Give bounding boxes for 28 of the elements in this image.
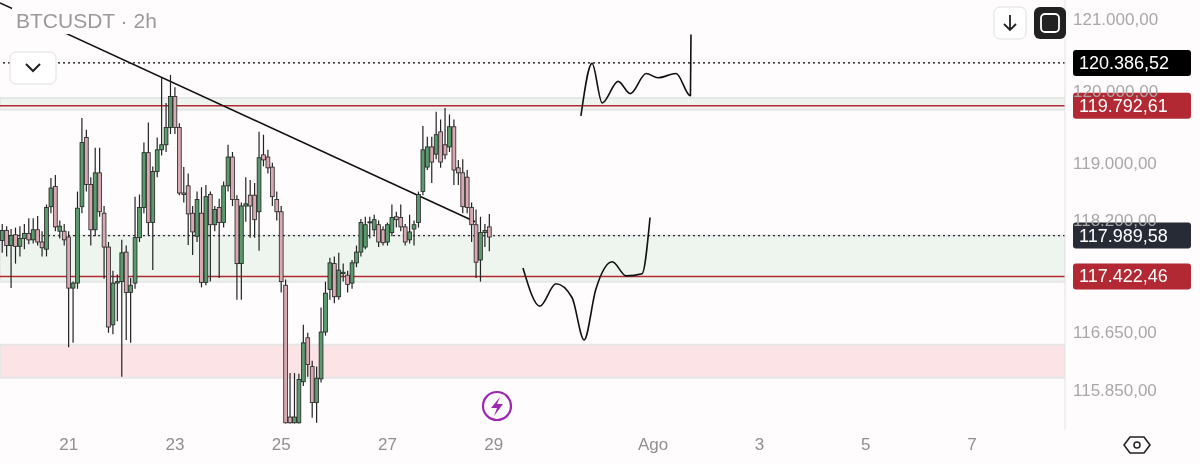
- x-tick-label: 29: [484, 435, 504, 455]
- y-tick-label: 121.000,00: [1073, 9, 1159, 29]
- x-tick-label: 3: [754, 435, 765, 455]
- candlestick: [247, 179, 253, 239]
- candlestick: [433, 111, 439, 160]
- candlestick: [26, 217, 32, 245]
- x-tick-label: 21: [59, 435, 79, 455]
- candlestick: [8, 228, 14, 289]
- x-tick-label: 7: [967, 435, 977, 455]
- candlestick: [380, 225, 386, 247]
- ref-line-label: 117.422,46: [1079, 266, 1168, 287]
- y-tick-label: 115.850,00: [1073, 380, 1157, 400]
- x-tick-label: 5: [860, 435, 871, 455]
- x-tick-label: Ago: [638, 435, 669, 455]
- candlestick: [292, 372, 297, 425]
- candlestick: [30, 217, 36, 245]
- candlestick: [376, 219, 381, 248]
- chart-title: BTCUSDT · 2h: [12, 8, 161, 34]
- x-tick-label: 25: [271, 435, 291, 455]
- ref-line-label: 120.386,52: [1079, 52, 1170, 73]
- y-tick-label: 116.650,00: [1073, 323, 1157, 343]
- y-tick-label: 119.000,00: [1073, 153, 1157, 173]
- candlestick: [442, 107, 448, 160]
- x-tick-label: 27: [378, 435, 397, 455]
- candlestick: [429, 136, 435, 184]
- candlestick: [0, 223, 5, 254]
- x-tick-label: 23: [165, 435, 185, 455]
- candlestick: [17, 225, 23, 258]
